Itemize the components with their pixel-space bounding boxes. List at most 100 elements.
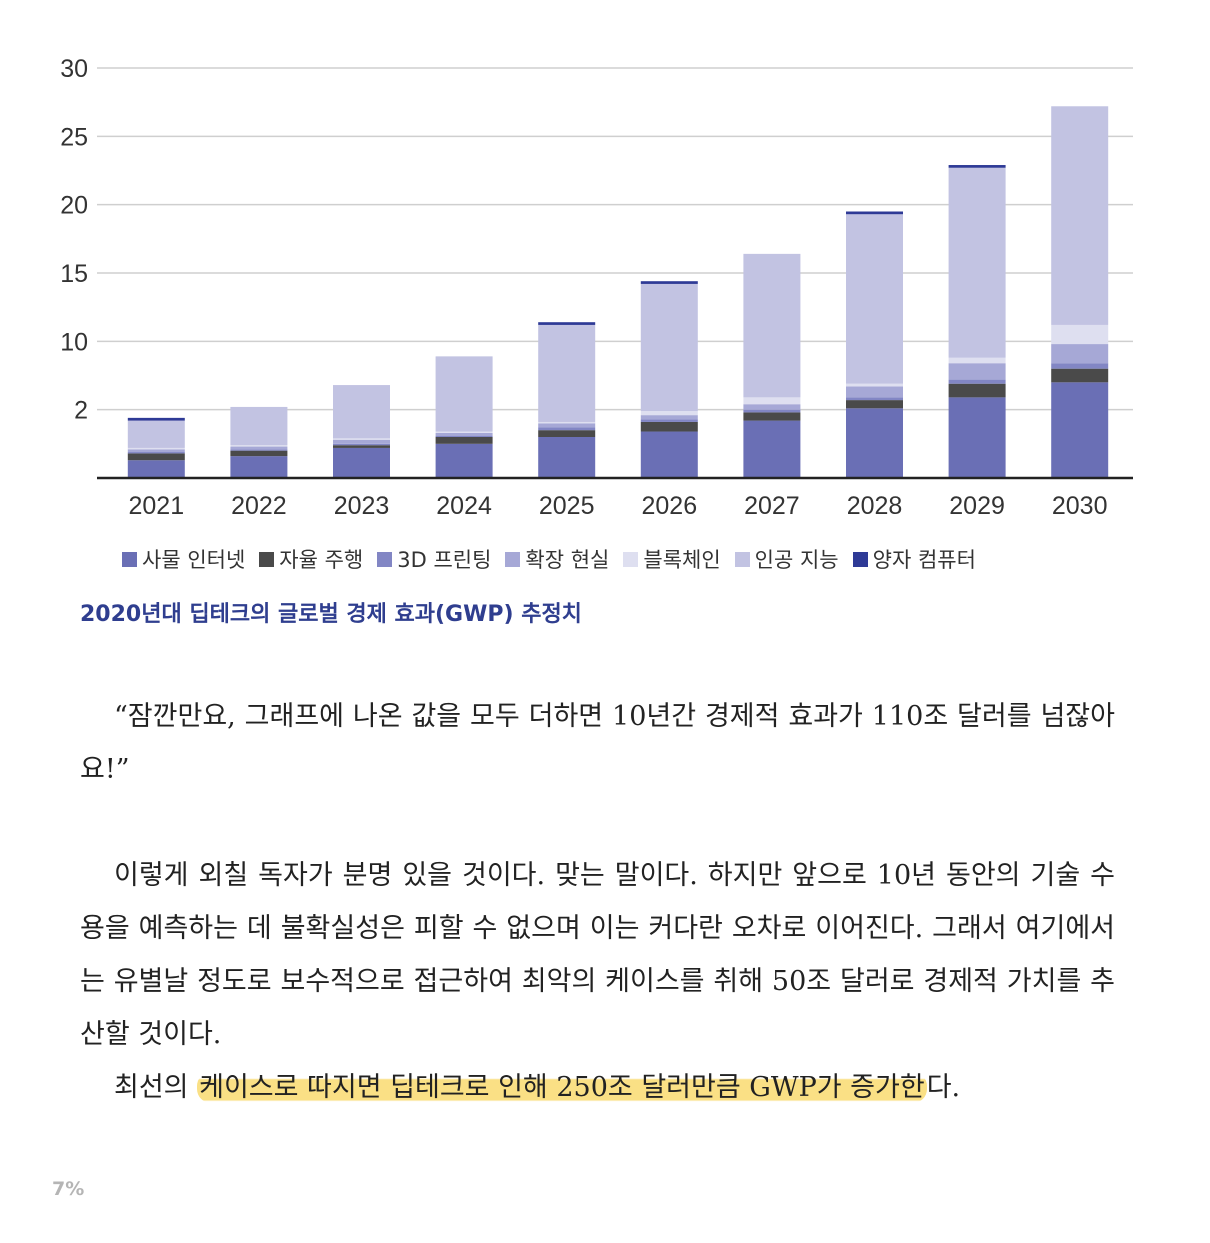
- legend-label: 블록체인: [643, 548, 721, 572]
- bar-segment: [640, 411, 698, 416]
- bar-segment: [230, 406, 288, 446]
- bar-segment: [127, 460, 185, 478]
- bar-segment: [640, 283, 698, 412]
- legend-item: 자율 주행: [259, 544, 363, 574]
- bar-segment: [846, 214, 903, 384]
- x-tick-label: 2028: [847, 492, 903, 520]
- bar-segment: [743, 412, 801, 421]
- legend-item: 블록체인: [623, 544, 721, 574]
- bar-segment: [846, 386, 903, 398]
- y-tick-label: 10: [60, 328, 88, 356]
- bar-segment: [435, 443, 493, 478]
- highlighted-text[interactable]: 케이스로 따지면 딥테크로 인해 250조 달러만큼 GWP가 증가한: [197, 1072, 927, 1103]
- y-tick-label: 15: [60, 260, 88, 288]
- bar-stack-2030: [1051, 106, 1109, 478]
- bar-segment: [538, 437, 596, 478]
- bar-segment: [640, 431, 698, 478]
- bar-segment: [948, 167, 1006, 358]
- bar-stack-2028: [846, 211, 903, 478]
- legend-label: 자율 주행: [279, 548, 364, 572]
- bar-segment: [948, 383, 1006, 398]
- bar-segment: [333, 385, 390, 439]
- reading-progress: 7%: [52, 1178, 85, 1200]
- legend-item: 인공 지능: [734, 544, 839, 574]
- bar-segment: [948, 357, 1006, 364]
- bar-stack-2026: [640, 281, 698, 478]
- best-case-lead: 최선의: [114, 1072, 198, 1103]
- bar-segment: [230, 456, 288, 478]
- bar-segment: [435, 356, 493, 432]
- bar-segment: [948, 363, 1006, 380]
- bar-segment: [230, 445, 288, 447]
- legend-swatch: [122, 551, 137, 567]
- bar-segment: [846, 400, 903, 409]
- bar-segment: [127, 420, 185, 448]
- bar-segment: [127, 447, 185, 450]
- bar-stack-2021: [127, 417, 185, 478]
- legend-swatch: [377, 551, 393, 567]
- bar-segment: [538, 427, 596, 431]
- x-tick-label: 2022: [231, 492, 287, 520]
- bar-segment: [538, 322, 596, 325]
- legend-item: 3D 프린팅: [377, 544, 491, 574]
- bar-stack-2025: [538, 322, 596, 478]
- bar-stack-2027: [743, 253, 801, 478]
- bar-segment: [127, 452, 185, 454]
- legend-swatch: [734, 551, 750, 567]
- bar-segment: [846, 397, 903, 401]
- bar-segment: [435, 437, 493, 444]
- bar-segment: [333, 447, 390, 478]
- paragraph-explanation: 이렇게 외칠 독자가 분명 있을 것이다. 맞는 말이다. 하지만 앞으로 10…: [80, 860, 1115, 1050]
- bar-segment: [743, 420, 801, 478]
- bar-segment: [640, 281, 698, 284]
- legend-swatch: [852, 551, 868, 567]
- bar-segment: [1051, 368, 1109, 383]
- bar-segment: [640, 419, 698, 422]
- bar-segment: [743, 253, 801, 398]
- x-tick-label: 2024: [436, 492, 492, 520]
- bar-segment: [640, 421, 698, 432]
- legend-label: 양자 컴퓨터: [872, 548, 976, 572]
- bar-segment: [538, 430, 596, 437]
- bar-segment: [127, 449, 185, 453]
- y-tick-label: 25: [60, 123, 88, 151]
- legend-label: 확장 현실: [525, 548, 610, 572]
- bar-segment: [230, 449, 288, 451]
- legend-item: 확장 현실: [505, 544, 609, 574]
- x-tick-label: 2030: [1052, 492, 1108, 520]
- bar-segment: [846, 408, 903, 478]
- bar-segment: [743, 409, 801, 413]
- bar-segment: [1051, 106, 1109, 325]
- bar-segment: [1051, 324, 1109, 345]
- bar-segment: [948, 165, 1006, 168]
- bar-segment: [538, 423, 596, 428]
- bar-segment: [230, 446, 288, 450]
- bar-segment: [1051, 382, 1109, 478]
- x-tick-label: 2023: [334, 492, 390, 520]
- bar-segment: [435, 431, 493, 433]
- legend-swatch: [623, 551, 639, 567]
- bar-segment: [127, 453, 185, 461]
- bar-segment: [1051, 363, 1109, 369]
- body-text: “잠깐만요, 그래프에 나온 값을 모두 더하면 10년간 경제적 효과가 11…: [80, 690, 1115, 1114]
- bar-segment: [1051, 344, 1109, 364]
- bar-segment: [743, 397, 801, 405]
- chart-legend: 사물 인터넷 자율 주행 3D 프린팅 확장 현실 블록체인 인공 지능 양자 컴퓨터: [122, 544, 976, 574]
- x-axis-ticks: 2021 2022 2023 2024 2025 2026 2027 2028 2029 2030: [128, 492, 1107, 520]
- bar-stack-2024: [435, 356, 493, 478]
- legend-label: 인공 지능: [754, 548, 839, 572]
- y-tick-label: 20: [60, 192, 88, 220]
- bar-stack-2022: [230, 406, 288, 478]
- paragraph-best-case: 최선의 케이스로 따지면 딥테크로 인해 250조 달러만큼 GWP가 증가한다…: [80, 1061, 1115, 1114]
- legend-label: 3D 프린팅: [397, 548, 492, 572]
- x-tick-label: 2027: [744, 492, 800, 520]
- legend-label: 사물 인터넷: [142, 548, 246, 572]
- x-tick-label: 2021: [128, 492, 184, 520]
- bar-segment: [230, 450, 288, 457]
- figure-caption: 2020년대 딥테크의 글로벌 경제 효과(GWP) 추정치: [80, 602, 582, 627]
- bar-segment: [743, 404, 801, 410]
- y-axis-ticks: 2 10 15 20 25 30: [60, 55, 88, 425]
- legend-item: 양자 컴퓨터: [852, 544, 976, 574]
- bar-segment: [127, 417, 185, 421]
